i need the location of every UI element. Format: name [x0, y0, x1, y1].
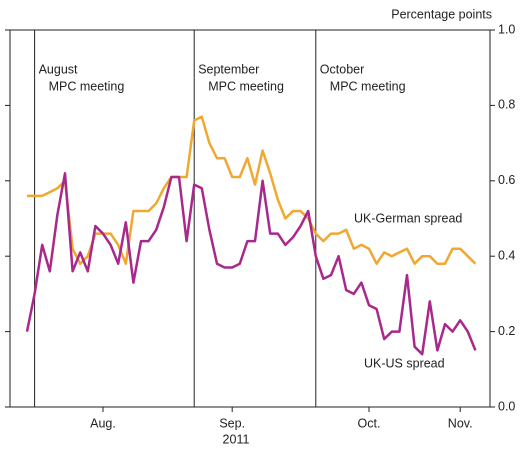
- x-axis-label: 2011: [223, 432, 250, 446]
- plot-frame: [9, 29, 491, 408]
- x-tick-label: Nov.: [448, 416, 473, 430]
- y-tick-label: 0.4: [498, 248, 515, 262]
- series-line: [25, 172, 477, 356]
- y-tick-label: 1.0: [498, 22, 515, 36]
- y-axis-label: Percentage points: [391, 7, 492, 21]
- annotation-text: MPC meeting: [49, 79, 125, 93]
- annotation-text: MPC meeting: [330, 79, 406, 93]
- x-tick-label: Oct.: [358, 416, 381, 430]
- y-tick-label: 0.0: [498, 399, 515, 413]
- annotation-text: October: [320, 62, 364, 76]
- annotation-text: September: [198, 62, 259, 76]
- y-tick-label: 0.2: [498, 324, 515, 338]
- series-label: UK-US spread: [364, 356, 445, 370]
- series-label: UK-German spread: [354, 211, 462, 225]
- x-tick-label: Aug.: [90, 416, 116, 430]
- annotation-text: August: [39, 62, 78, 76]
- x-tick-label: Sep.: [219, 416, 245, 430]
- y-tick-label: 0.8: [498, 98, 515, 112]
- annotation-text: MPC meeting: [208, 79, 284, 93]
- y-tick-label: 0.6: [498, 173, 515, 187]
